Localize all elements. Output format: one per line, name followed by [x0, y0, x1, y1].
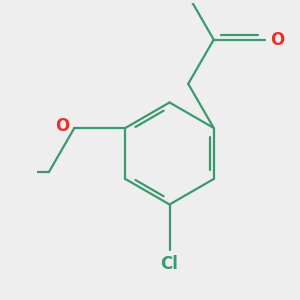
Text: Cl: Cl: [160, 255, 178, 273]
Text: O: O: [56, 117, 70, 135]
Text: O: O: [271, 31, 285, 49]
